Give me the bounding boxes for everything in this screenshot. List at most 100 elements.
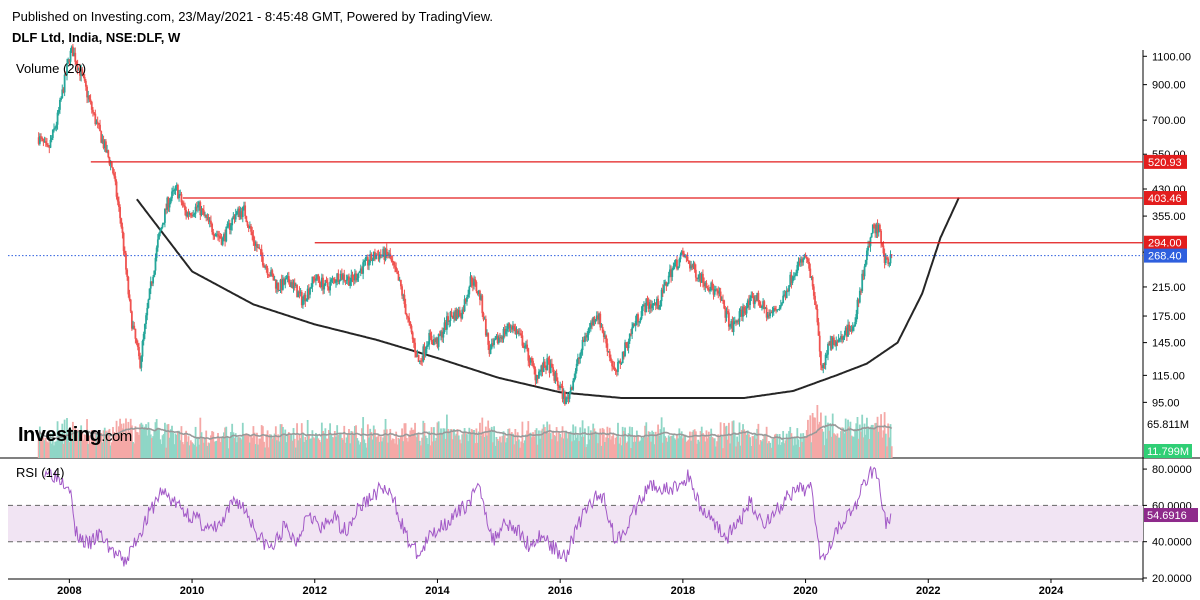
- candle-body: [180, 194, 183, 203]
- candle-body: [738, 311, 741, 322]
- candle-body: [600, 326, 603, 328]
- volume-bar: [832, 433, 835, 458]
- candle-body: [516, 330, 519, 334]
- volume-bar: [77, 431, 80, 458]
- candle-body: [776, 309, 779, 311]
- candle-body: [225, 226, 228, 242]
- volume-bar: [796, 428, 799, 458]
- volume-bar: [829, 423, 832, 458]
- volume-bar: [68, 442, 71, 458]
- time-axis[interactable]: 2008 2010 2012 2014 2016 2018 2020 2022 2024: [57, 579, 1064, 597]
- volume-bar: [48, 439, 51, 458]
- volume-bar: [454, 435, 457, 458]
- volume-bar: [553, 434, 556, 458]
- candle-body: [418, 360, 421, 362]
- candle-body: [68, 59, 71, 62]
- volume-bar: [644, 425, 647, 458]
- candle-body: [285, 278, 288, 280]
- volume-bar: [758, 444, 761, 458]
- candle-body: [702, 273, 704, 283]
- candle-body: [473, 279, 475, 286]
- candle-body: [769, 312, 772, 317]
- candle-body: [810, 276, 813, 278]
- candle-body: [133, 325, 136, 329]
- candle-body: [254, 243, 257, 246]
- volume-bar: [73, 430, 75, 458]
- volume-bar: [717, 434, 720, 458]
- volume-bar: [198, 444, 201, 458]
- candle-body: [639, 318, 642, 322]
- candle-body: [488, 344, 491, 354]
- candle-body: [55, 124, 58, 128]
- candle-body: [526, 344, 529, 349]
- candle-body: [878, 224, 881, 231]
- volume-bar: [460, 443, 462, 458]
- price-axis[interactable]: 1100.00900.00700.00550.00430.00355.00275…: [1143, 51, 1198, 585]
- volume-bar: [161, 435, 164, 458]
- volume-bar: [180, 426, 183, 458]
- candle-body: [720, 300, 723, 301]
- volume-bar: [214, 441, 217, 458]
- candle-body: [870, 233, 873, 238]
- candle-body: [109, 162, 112, 165]
- candle-body: [625, 342, 628, 346]
- volume-bar: [76, 429, 79, 458]
- volume-bar: [70, 429, 73, 458]
- volume-bar: [266, 430, 269, 458]
- candle-body: [215, 234, 218, 236]
- candle-body: [284, 279, 287, 285]
- candle-body: [755, 300, 757, 301]
- candle-body: [405, 314, 408, 317]
- candle-body: [765, 307, 768, 318]
- volume-bar: [61, 423, 64, 458]
- candle-body: [106, 150, 109, 153]
- candle-body: [684, 255, 687, 258]
- volume-bar: [620, 445, 623, 458]
- rsi-indicator-label[interactable]: RSI (14): [16, 465, 65, 480]
- volume-bar: [415, 437, 418, 458]
- volume-bar: [285, 442, 288, 458]
- volume-bar: [560, 437, 563, 458]
- volume-bar: [567, 432, 570, 458]
- candle-body: [622, 351, 625, 357]
- candle-body: [272, 274, 275, 281]
- candle-body: [609, 357, 612, 361]
- candle-body: [689, 263, 691, 269]
- volume-bar: [254, 444, 257, 458]
- candle-body: [881, 242, 884, 246]
- volume-bar: [646, 437, 649, 458]
- candle-body: [87, 95, 90, 98]
- volume-indicator-label[interactable]: Volume (20): [16, 61, 87, 76]
- volume-bar: [322, 431, 324, 458]
- volume-bar: [586, 444, 589, 458]
- candle-body: [251, 231, 254, 236]
- volume-bar: [38, 426, 41, 458]
- volume-bar: [494, 445, 497, 458]
- candle-body: [777, 309, 780, 311]
- candle-body: [558, 385, 560, 389]
- volume-bar: [423, 422, 426, 458]
- volume-bar: [377, 433, 380, 458]
- candle-body: [735, 321, 737, 323]
- volume-bar: [864, 434, 867, 458]
- candle-body: [809, 268, 812, 278]
- candle-body: [632, 323, 635, 328]
- candle-body: [591, 322, 593, 326]
- volume-bar: [110, 442, 113, 458]
- volume-bar: [274, 426, 277, 458]
- candle-body: [654, 302, 657, 306]
- volume-bar: [804, 437, 807, 458]
- candle-body: [151, 281, 153, 284]
- volume-bar: [606, 426, 609, 458]
- volume-bar: [554, 436, 557, 458]
- volume-bar: [179, 440, 182, 458]
- candle-body: [263, 265, 265, 268]
- volume-bar: [739, 445, 742, 458]
- time-tick-label: 2024: [1039, 585, 1064, 597]
- volume-bar: [480, 435, 483, 458]
- volume-bar: [631, 427, 634, 458]
- volume-bar: [831, 413, 834, 458]
- candle-body: [43, 141, 46, 143]
- candle-body: [361, 268, 363, 274]
